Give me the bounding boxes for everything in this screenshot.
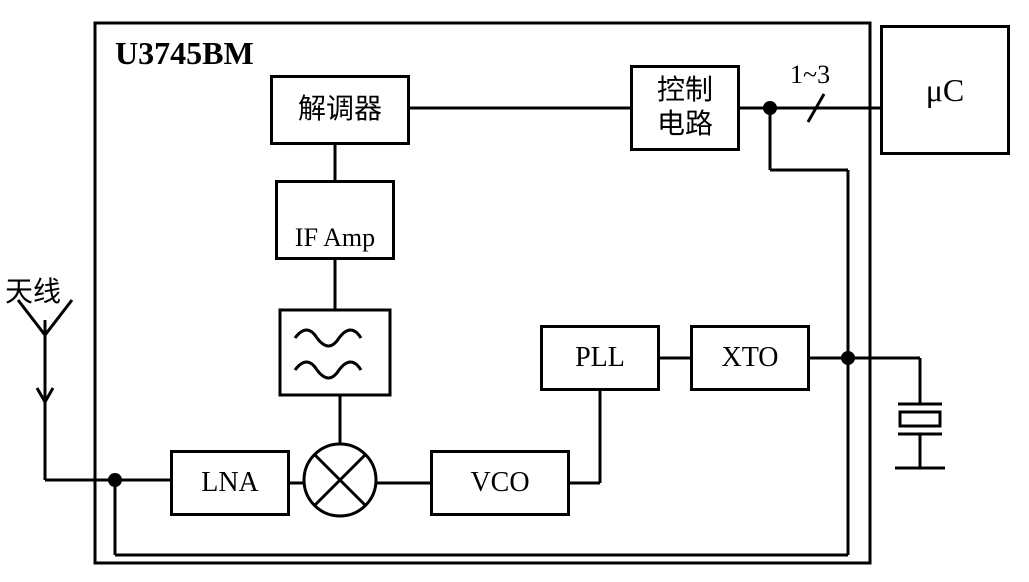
pll-label: PLL: [575, 341, 625, 375]
ifamp-label: IF Amp: [295, 222, 375, 253]
mixer-icon: [304, 444, 376, 516]
demodulator-label: 解调器: [298, 93, 382, 127]
block-diagram: U3745BM 天线 1~3 解调器 控制 电路 μC IF Amp PLL X…: [0, 0, 1029, 582]
vco-block: VCO: [430, 450, 570, 516]
xto-block: XTO: [690, 325, 810, 391]
uc-block: μC: [880, 25, 1010, 155]
ifamp-block: IF Amp: [275, 180, 395, 260]
lna-label: LNA: [201, 466, 259, 500]
control-label: 控制 电路: [657, 74, 713, 141]
xto-label: XTO: [721, 341, 778, 375]
demodulator-block: 解调器: [270, 75, 410, 145]
pll-block: PLL: [540, 325, 660, 391]
vco-label: VCO: [470, 466, 529, 500]
control-block: 控制 电路: [630, 65, 740, 151]
uc-label: μC: [926, 71, 965, 109]
filter-icon: [280, 310, 390, 395]
bus-label: 1~3: [790, 60, 830, 90]
antenna-label: 天线: [5, 270, 61, 310]
crystal-icon: [895, 404, 945, 468]
lna-block: LNA: [170, 450, 290, 516]
antenna-icon: [18, 300, 72, 480]
chip-name-label: U3745BM: [115, 35, 254, 72]
